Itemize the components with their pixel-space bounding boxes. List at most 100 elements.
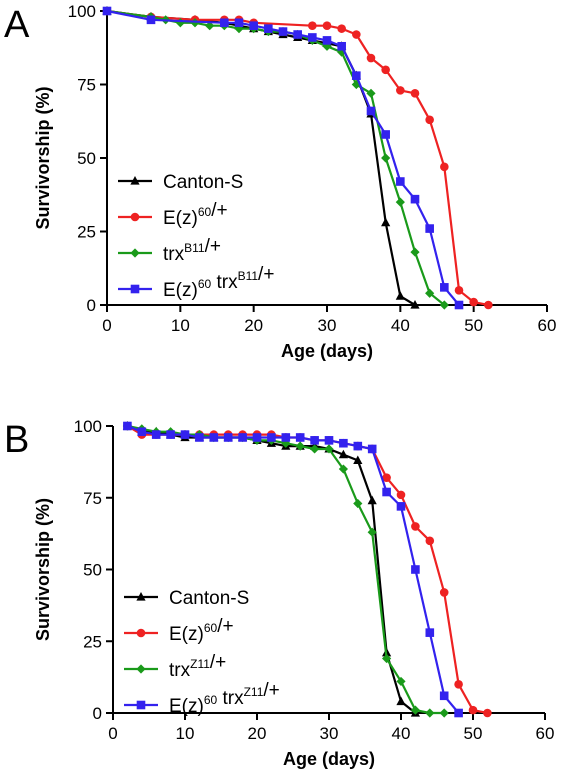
data-point	[440, 162, 449, 172]
data-point	[411, 522, 420, 531]
data-point	[352, 30, 361, 39]
data-point	[382, 473, 391, 482]
y-tick-label: 0	[87, 296, 96, 315]
legend-marker	[136, 592, 146, 601]
x-tick-label: 60	[538, 316, 557, 335]
data-point	[454, 708, 463, 718]
data-point	[425, 708, 435, 718]
data-point	[310, 436, 319, 445]
y-tick-label: 100	[74, 417, 102, 436]
legend-label: E(z)60/+	[163, 200, 228, 229]
data-point	[367, 527, 377, 537]
y-tick-label: 75	[77, 76, 96, 95]
x-tick-label: 20	[248, 724, 267, 743]
data-point	[484, 300, 493, 310]
data-point	[440, 283, 449, 292]
x-tick-label: 50	[464, 316, 483, 335]
data-point	[410, 194, 420, 204]
series-diamond	[102, 6, 449, 310]
data-point	[195, 433, 204, 442]
data-point	[295, 441, 305, 451]
data-point	[396, 676, 406, 687]
data-point	[234, 18, 244, 28]
data-point	[339, 438, 348, 448]
data-point	[367, 495, 377, 505]
x-tick-label: 50	[464, 724, 483, 743]
data-point	[338, 464, 348, 474]
data-point	[396, 490, 406, 500]
data-point	[293, 30, 302, 39]
series-square	[102, 6, 464, 310]
data-point	[425, 115, 434, 125]
legend: Canton-S E(z)60/+ trxZ11/+E(z)60 trxZ11/+	[124, 588, 280, 717]
series-square	[123, 421, 463, 718]
x-tick-label: 30	[318, 316, 337, 335]
data-point	[381, 130, 390, 139]
data-point	[396, 502, 406, 511]
data-point	[264, 24, 273, 33]
y-tick-label: 25	[77, 223, 96, 242]
data-point	[381, 217, 391, 227]
data-point	[353, 441, 363, 451]
legend-label: E(z)60/+	[169, 616, 234, 645]
panel-b-letter: B	[4, 419, 29, 461]
data-point	[123, 421, 132, 431]
data-point	[337, 41, 346, 51]
data-point	[366, 106, 376, 116]
data-point	[252, 433, 262, 442]
data-point	[411, 565, 420, 574]
y-tick-label: 75	[83, 489, 102, 508]
data-point	[381, 65, 390, 75]
data-point	[439, 588, 449, 597]
data-point	[308, 33, 317, 42]
panel-a: A 0 10 20 30 40 50 60 0 25 50 75 100 Age (days) Survi…	[4, 2, 556, 361]
data-point	[352, 71, 361, 80]
y-tick-label: 50	[83, 561, 102, 580]
legend-label: Canton-S	[163, 172, 243, 193]
data-point	[209, 433, 219, 442]
data-point	[410, 89, 420, 98]
legend-marker	[130, 284, 140, 294]
data-point	[469, 297, 478, 307]
legend-marker	[130, 212, 140, 222]
x-tick-label: 0	[102, 316, 111, 335]
x-axis-title: Age (days)	[283, 749, 375, 769]
data-point	[278, 27, 288, 36]
data-point	[146, 15, 156, 25]
data-point	[396, 696, 406, 706]
data-point	[137, 427, 147, 437]
data-point	[439, 300, 449, 310]
panel-a-letter: A	[4, 4, 30, 46]
data-point	[454, 300, 464, 310]
data-point	[454, 680, 463, 689]
legend-label: Canton-S	[169, 588, 249, 609]
data-point	[205, 21, 215, 31]
data-point	[410, 247, 420, 257]
data-point	[322, 36, 332, 45]
data-point	[249, 21, 258, 30]
y-tick-label: 25	[83, 632, 102, 651]
data-point	[151, 430, 161, 439]
data-point	[483, 708, 492, 718]
x-tick-label: 0	[108, 724, 117, 743]
data-point	[425, 288, 435, 298]
data-point	[308, 21, 317, 31]
data-point	[324, 444, 334, 454]
data-point	[366, 88, 376, 98]
data-point	[410, 705, 420, 715]
data-point	[396, 177, 405, 186]
data-point	[324, 436, 334, 445]
y-tick-label: 0	[93, 704, 102, 723]
data-point	[351, 79, 361, 90]
data-point	[322, 21, 332, 31]
legend: Canton-S E(z)60/+ trxB11/+E(z)60 trxB11/+	[118, 172, 274, 301]
x-tick-label: 10	[176, 724, 195, 743]
x-tick-label: 10	[171, 316, 190, 335]
data-point	[337, 24, 346, 33]
data-point	[281, 433, 291, 442]
data-point	[367, 444, 377, 454]
data-point	[382, 487, 391, 497]
data-point	[180, 430, 190, 439]
data-point	[366, 53, 376, 63]
